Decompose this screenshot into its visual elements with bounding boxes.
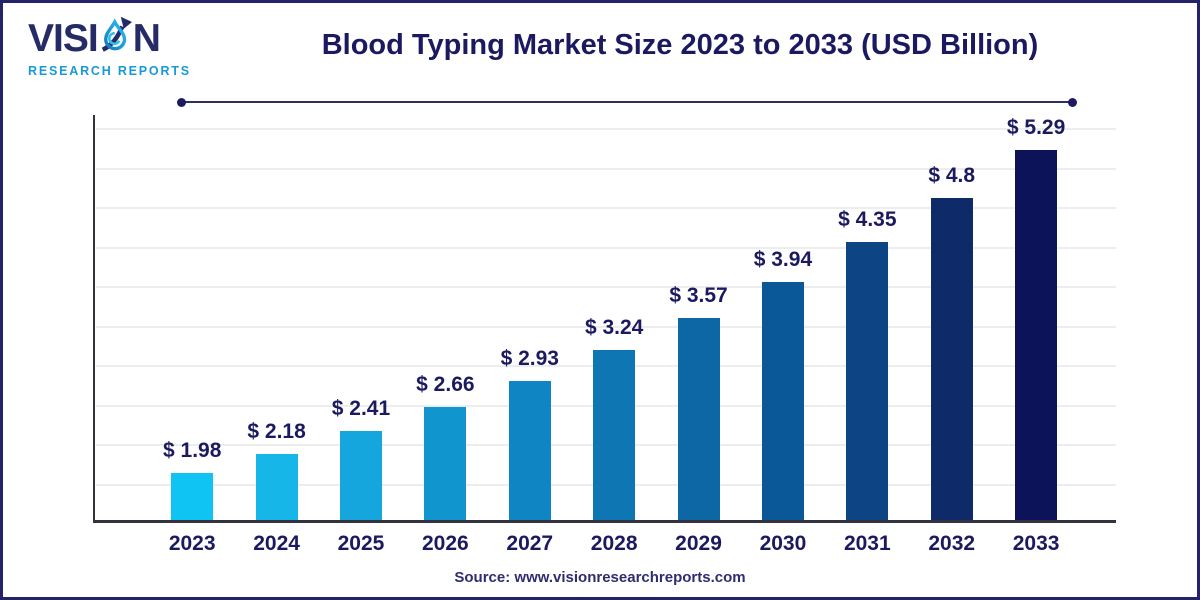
bar-value-label: $ 3.94 [753,248,813,271]
bar-value-label: $ 3.24 [584,316,644,339]
brand-text-prefix: VISI [28,16,99,60]
bar-group: $ 2.41 [319,397,403,520]
plot-area: $ 1.98 $ 2.18 $ 2.41 $ 2.66 $ 2.93 $ 3.24 $ 3.… [93,115,1116,523]
bar-group: $ 3.24 [572,316,656,520]
year-label: 2029 [675,532,722,555]
bar-value-label: $ 2.18 [247,420,306,443]
bar-chart: $ 1.98 $ 2.18 $ 2.41 $ 2.66 $ 2.93 $ 3.24 $ 3.… [93,115,1116,556]
brand-text-suffix: N [132,16,161,60]
bar-value-label: $ 2.93 [500,347,559,370]
year-label: 2030 [759,532,807,555]
gridline [96,325,1116,328]
bar [171,473,214,520]
years-row: 2023 2024 2025 2026 2027 2028 2029 2030 2031 2032… [93,532,1116,556]
year-label: 2027 [506,532,554,555]
bar [761,282,804,520]
water-drop-arrow-icon [99,15,132,57]
year-label: 2025 [337,532,385,555]
bar-value-label: $ 1.98 [163,439,222,462]
year-label: 2032 [928,532,976,555]
bar-group: $ 4.8 [910,164,994,520]
bar-group: $ 2.93 [488,347,572,520]
bar-value-label: $ 5.29 [1006,116,1066,139]
bar-value-label: $ 4.8 [928,164,976,187]
bars-row: $ 1.98 $ 2.18 $ 2.41 $ 2.66 $ 2.93 $ 3.24 $ 3.… [95,116,1116,520]
gridline [96,167,1116,170]
year-label: 2026 [422,532,469,555]
bar [339,431,382,520]
bar-value-label: $ 2.66 [416,373,475,396]
chart-title: Blood Typing Market Size 2023 to 2033 (U… [321,29,1039,61]
year-label: 2024 [253,532,300,555]
brand-subtitle: RESEARCH REPORTS [28,64,191,78]
source-text: Source: www.visionresearchreports.com [454,569,746,586]
brand-logo: VISI N RESEARCH REPORTS [28,15,218,78]
bar-group: $ 5.29 [994,116,1078,520]
year-label: 2028 [590,532,638,555]
bar [424,407,467,520]
year-label: 2023 [168,532,216,555]
year-label: 2033 [1012,532,1060,555]
bar-group: $ 1.98 [150,439,234,520]
bar [508,381,551,520]
year-label: 2031 [843,532,891,555]
bar [930,198,973,520]
bar-group: $ 3.94 [741,248,825,520]
bar [846,242,889,520]
bar-group: $ 2.66 [403,373,487,520]
gridline [96,246,1116,249]
brand-wordmark: VISI N [28,15,218,61]
bar-group: $ 2.18 [234,420,318,520]
bar [1015,150,1058,520]
bar-value-label: $ 2.41 [331,397,391,420]
gridline [96,128,1116,130]
gridline [96,286,1116,288]
bar-value-label: $ 4.35 [838,208,897,231]
bar [677,318,720,520]
title-separator-line [177,97,1077,107]
bar-group: $ 4.35 [825,208,909,520]
bar [593,350,636,520]
bar-value-label: $ 3.57 [669,284,728,307]
bar [255,454,298,520]
bar-group: $ 3.57 [656,284,740,520]
gridline [96,207,1116,209]
